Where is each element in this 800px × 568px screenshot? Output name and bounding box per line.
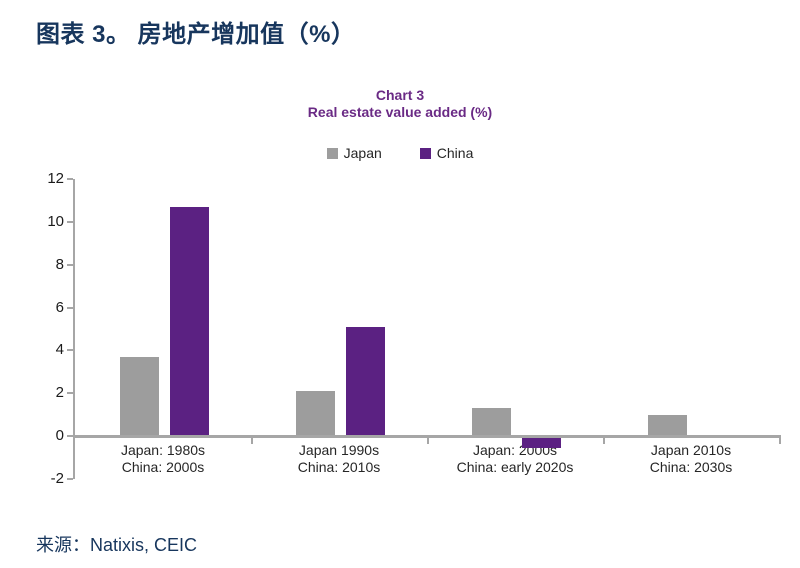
legend-item-china: China [419,145,474,161]
bar-japan-1 [296,391,335,436]
y-axis-tick [67,306,73,309]
category-label-line1: Japan 1990s [298,442,380,458]
category-label: Japan 1990s China: 2010s [251,442,427,476]
chart-legend: Japan China [0,145,800,161]
category-label: Japan: 1980s China: 2000s [75,442,251,476]
y-axis-tick [67,435,73,437]
category-label: Japan: 2000s China: early 2020s [427,442,603,476]
legend-item-japan: Japan [326,145,382,161]
bar-china-1 [346,326,385,436]
y-axis-label: 12 [47,170,64,188]
y-axis-tick [67,349,73,352]
category-label-line2: China: early 2020s [456,459,574,475]
legend-label: Japan [343,145,382,161]
legend-swatch-china-icon [419,147,431,159]
category-label-line2: China: 2010s [297,459,381,475]
chart-subtitle: Real estate value added (%) [307,104,493,120]
page-title: 图表 3。 房地产增加值（%） [36,21,356,48]
y-axis-tick [67,263,73,266]
legend-swatch-japan-icon [326,147,338,159]
x-axis-tick [603,438,605,444]
category-label-line1: Japan: 2000s [472,442,558,458]
y-axis-label: 6 [55,298,64,316]
y-axis-tick [67,392,73,395]
chart-canvas: 12 10 8 6 4 2 0 -2 Japan: 1980s China: 2000s Japan… [0,165,800,505]
category-label-line1: Japan: 1980s [120,442,206,458]
category-label: Japan 2010s China: 2030s [603,442,779,476]
x-axis-tick [251,438,253,444]
legend-label: China [436,145,474,161]
bar-china-2 [522,437,561,448]
source-note: 来源：Natixis, CEIC [36,535,198,555]
y-axis-tick [67,221,73,223]
bar-china-0 [170,207,209,436]
y-axis-label: 10 [47,213,64,230]
x-axis-line [73,435,781,438]
category-label-line2: China: 2000s [121,459,205,475]
y-axis-label: 8 [55,255,64,273]
x-axis-tick [427,438,429,444]
category-label-line1: Japan 2010s [650,442,732,458]
bar-japan-3 [648,414,687,436]
x-axis-tick [779,438,781,444]
y-axis-line [73,179,75,479]
bar-japan-0 [120,356,159,436]
bar-japan-2 [472,408,511,436]
y-axis-tick [67,178,73,181]
y-axis-label: -2 [50,469,64,487]
y-axis-label: 2 [55,384,64,402]
y-axis-label: 4 [55,341,64,359]
chart-title: Chart 3 [375,87,425,103]
category-label-line2: China: 2030s [649,459,733,475]
y-axis-tick [67,477,73,480]
y-axis-label: 0 [55,427,64,444]
